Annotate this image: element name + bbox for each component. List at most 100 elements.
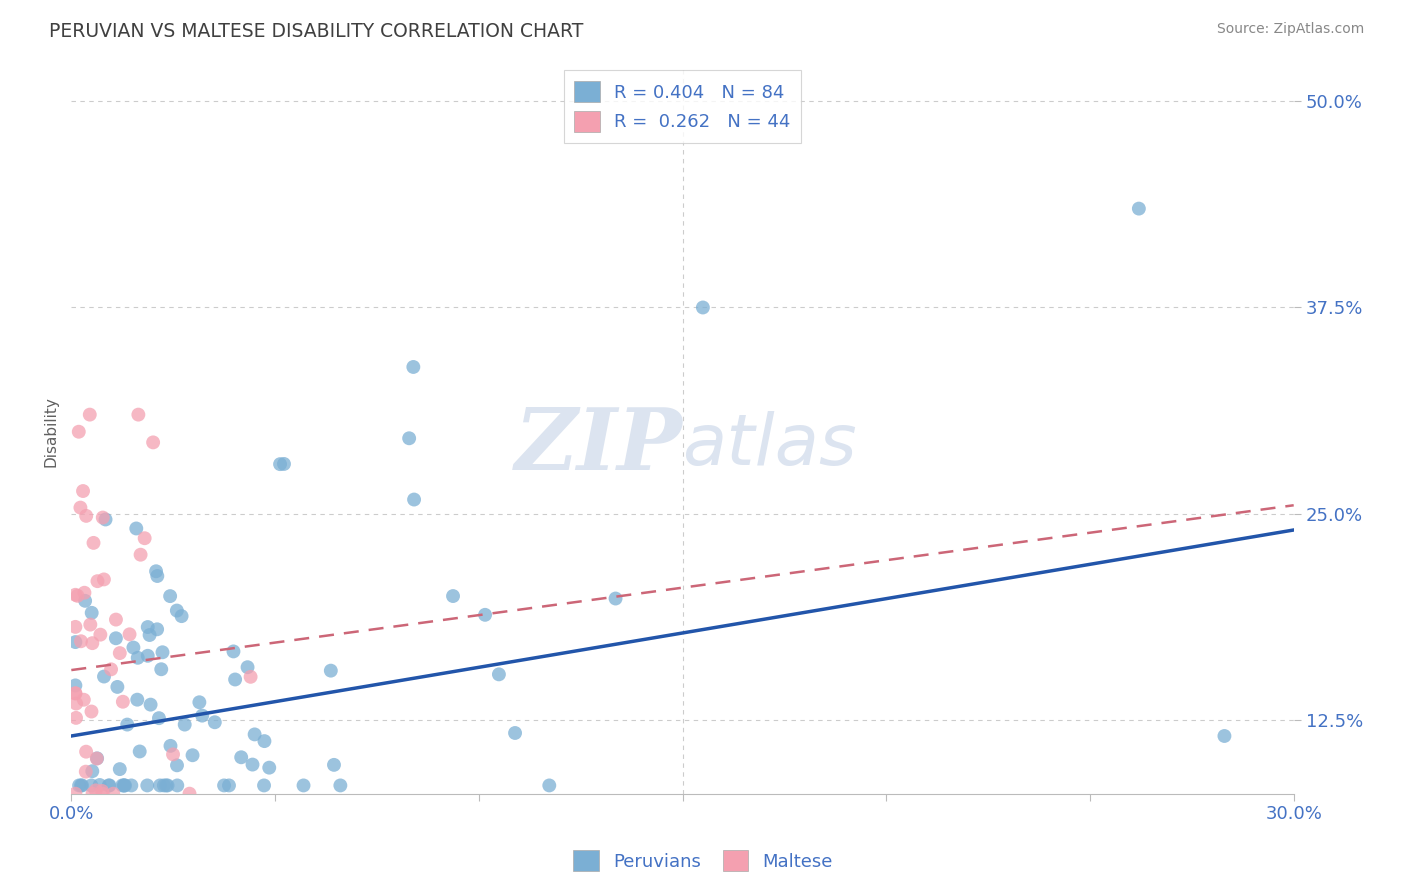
Legend: Peruvians, Maltese: Peruvians, Maltese: [567, 843, 839, 879]
Legend: R = 0.404   N = 84, R =  0.262   N = 44: R = 0.404 N = 84, R = 0.262 N = 44: [564, 70, 801, 143]
Text: Source: ZipAtlas.com: Source: ZipAtlas.com: [1216, 22, 1364, 37]
Point: [212, 779, 235, 793]
Point: [162, 747, 184, 762]
Point: [273, 457, 295, 471]
Point: [80, 705, 103, 719]
Point: [112, 779, 135, 793]
Point: [218, 779, 240, 793]
Point: [65, 686, 87, 700]
Point: [136, 648, 159, 663]
Point: [188, 695, 211, 709]
Point: [112, 779, 135, 793]
Point: [155, 779, 177, 793]
Point: [441, 589, 464, 603]
Point: [82, 764, 104, 779]
Point: [94, 512, 117, 526]
Point: [97, 779, 120, 793]
Text: atlas: atlas: [682, 411, 858, 480]
Point: [70, 634, 93, 648]
Point: [93, 669, 115, 683]
Point: [82, 787, 104, 801]
Point: [73, 692, 96, 706]
Point: [231, 750, 253, 764]
Point: [150, 662, 173, 676]
Point: [91, 784, 114, 798]
Point: [127, 408, 149, 422]
Point: [404, 492, 426, 507]
Point: [111, 695, 134, 709]
Text: ZIP: ZIP: [515, 404, 682, 487]
Point: [166, 603, 188, 617]
Point: [253, 734, 276, 748]
Point: [65, 588, 87, 602]
Point: [84, 783, 107, 797]
Point: [1128, 202, 1150, 216]
Point: [129, 548, 152, 562]
Point: [503, 726, 526, 740]
Point: [224, 673, 246, 687]
Point: [398, 431, 420, 445]
Point: [191, 708, 214, 723]
Point: [66, 589, 89, 603]
Point: [323, 757, 346, 772]
Point: [118, 627, 141, 641]
Point: [100, 662, 122, 676]
Point: [538, 779, 561, 793]
Point: [474, 607, 496, 622]
Point: [93, 573, 115, 587]
Point: [111, 779, 134, 793]
Point: [204, 715, 226, 730]
Point: [243, 727, 266, 741]
Point: [142, 435, 165, 450]
Text: PERUVIAN VS MALTESE DISABILITY CORRELATION CHART: PERUVIAN VS MALTESE DISABILITY CORRELATI…: [49, 22, 583, 41]
Point: [65, 697, 87, 711]
Point: [75, 594, 97, 608]
Point: [239, 670, 262, 684]
Point: [89, 627, 111, 641]
Point: [75, 745, 97, 759]
Point: [146, 622, 169, 636]
Point: [1213, 729, 1236, 743]
Point: [108, 762, 131, 776]
Point: [222, 644, 245, 658]
Point: [292, 779, 315, 793]
Point: [181, 748, 204, 763]
Point: [125, 521, 148, 535]
Point: [127, 692, 149, 706]
Point: [173, 717, 195, 731]
Point: [692, 301, 714, 315]
Point: [104, 613, 127, 627]
Point: [153, 779, 176, 793]
Point: [166, 758, 188, 772]
Point: [605, 591, 627, 606]
Point: [104, 632, 127, 646]
Point: [120, 779, 142, 793]
Point: [114, 779, 136, 793]
Point: [70, 779, 93, 793]
Point: [156, 779, 179, 793]
Point: [65, 620, 87, 634]
Point: [138, 628, 160, 642]
Point: [139, 698, 162, 712]
Point: [319, 664, 342, 678]
Point: [82, 636, 104, 650]
Point: [122, 640, 145, 655]
Point: [127, 650, 149, 665]
Point: [329, 779, 352, 793]
Point: [80, 779, 103, 793]
Point: [67, 425, 90, 439]
Point: [73, 586, 96, 600]
Point: [136, 620, 159, 634]
Point: [67, 779, 90, 793]
Point: [86, 751, 108, 765]
Point: [91, 510, 114, 524]
Point: [79, 617, 101, 632]
Y-axis label: Disability: Disability: [44, 396, 58, 467]
Point: [166, 779, 188, 793]
Point: [86, 574, 108, 589]
Point: [236, 660, 259, 674]
Point: [65, 787, 87, 801]
Point: [108, 646, 131, 660]
Point: [269, 457, 291, 471]
Point: [134, 531, 156, 545]
